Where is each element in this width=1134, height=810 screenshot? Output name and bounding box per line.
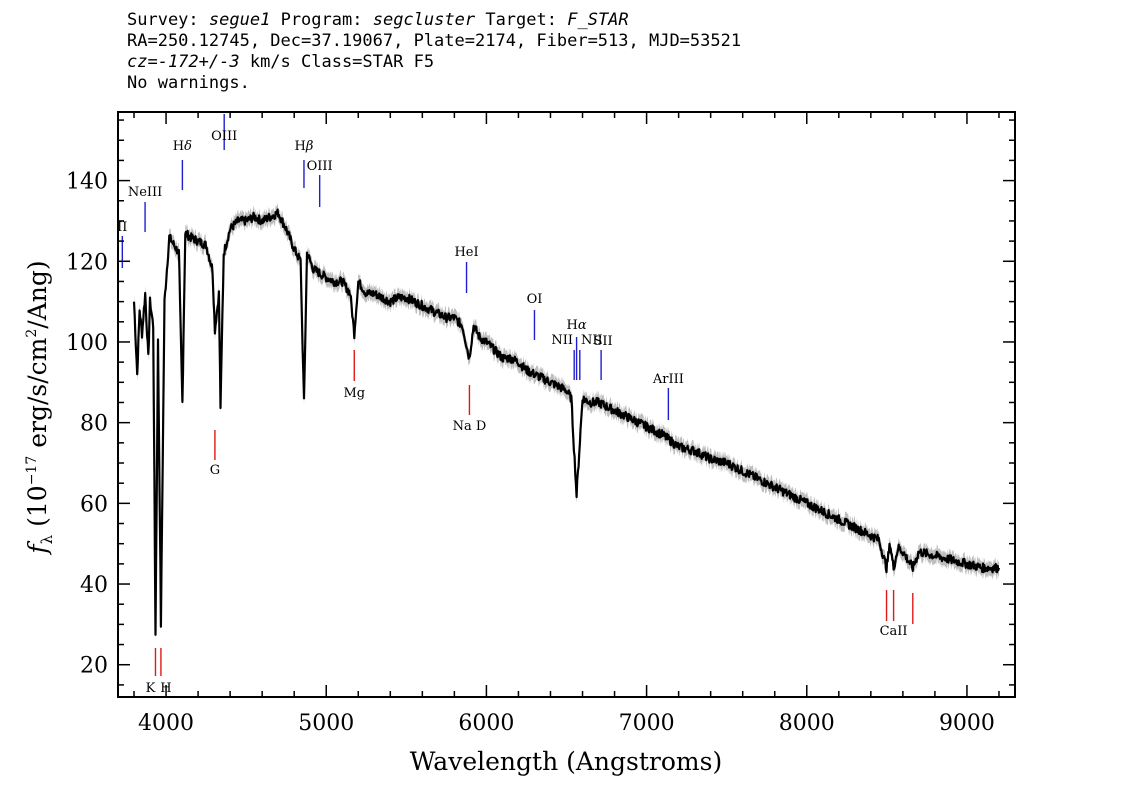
header-line-redshift: cz=-172+/-3 km/s Class=STAR F5 — [127, 52, 741, 73]
line-marker-label: K — [146, 681, 156, 696]
error-band — [134, 202, 999, 643]
line-marker-label: II — [117, 220, 127, 235]
line-marker-label: NeIII — [128, 185, 162, 200]
line-marker-label: Hβ — [295, 139, 314, 154]
y-tick-label: 140 — [66, 170, 108, 195]
class-value: km/s Class=STAR F5 — [239, 52, 435, 72]
error-band-layer — [134, 202, 999, 643]
survey-label: Survey: — [127, 10, 199, 30]
y-tick-label: 100 — [66, 331, 108, 356]
line-marker-label: OI — [527, 292, 543, 307]
spectrum-line-layer — [132, 208, 1001, 636]
redshift-value: cz=-172+/-3 — [127, 52, 240, 72]
line-marker-label: OIII — [307, 159, 333, 174]
line-marker-label: G — [210, 463, 220, 478]
x-tick-label: 9000 — [939, 711, 995, 736]
header-line-survey: Survey: segue1 Program: segcluster Targe… — [127, 10, 741, 31]
line-marker-label: SII — [594, 334, 613, 349]
x-tick-label: 7000 — [619, 711, 675, 736]
survey-value: segue1 — [208, 10, 271, 30]
x-tick-label: 4000 — [138, 711, 194, 736]
line-marker-label: OIII — [211, 129, 237, 144]
line-marker-label: Mg — [343, 386, 365, 401]
line-marker-label: ArIII — [652, 372, 684, 387]
line-marker-label: HeI — [454, 245, 478, 260]
y-tick-label: 120 — [66, 250, 108, 275]
target-label: Target: — [485, 10, 557, 30]
line-marker-label: Hα — [567, 318, 587, 333]
y-tick-label: 60 — [80, 492, 108, 517]
spectrum-header: Survey: segue1 Program: segcluster Targe… — [127, 10, 741, 94]
program-value: segcluster — [372, 10, 476, 30]
line-marker-label: CaII — [880, 624, 908, 639]
y-axis-title: fλ (10−17 erg/s/cm2/Ang) — [23, 260, 56, 555]
x-tick-label: 6000 — [458, 711, 514, 736]
plot-frame — [117, 111, 1016, 698]
header-line-warnings: No warnings. — [127, 73, 250, 93]
spectrum-line — [132, 208, 1001, 636]
program-label: Program: — [280, 10, 363, 30]
target-value: F_STAR — [567, 10, 629, 30]
x-tick-label: 8000 — [779, 711, 835, 736]
axes: 4000 5000 6000 7000 8000 9000 20 40 60 80 100 120 14… — [66, 111, 1016, 736]
line-marker-label: Na D — [453, 419, 487, 434]
y-tick-label: 20 — [80, 654, 108, 679]
line-marker-label: NII — [551, 333, 573, 348]
y-tick-label: 80 — [80, 412, 108, 437]
y-tick-label: 40 — [80, 573, 108, 598]
x-axis-title: Wavelength (Angstroms) — [410, 747, 722, 776]
header-line-coordinates: RA=250.12745, Dec=37.19067, Plate=2174, … — [127, 31, 742, 51]
line-marker-label: NII — [581, 333, 603, 348]
x-tick-label: 5000 — [298, 711, 354, 736]
line-marker-label: Hδ — [173, 139, 192, 154]
